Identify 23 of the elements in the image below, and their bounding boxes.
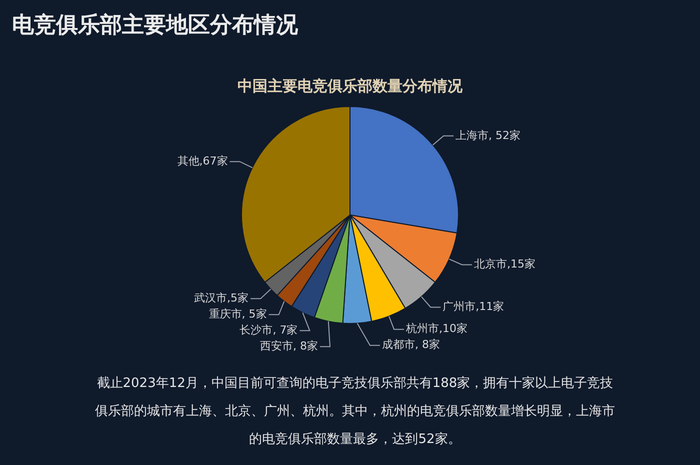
slice-label: 成都市	[382, 338, 415, 352]
slice-label: 北京市	[474, 258, 507, 271]
data-label: ,67家	[199, 154, 228, 168]
slice-label: 武汉市	[194, 292, 228, 305]
slice-label: 杭州市	[405, 322, 440, 336]
data-label: ,10家	[439, 322, 468, 336]
slice-label: 广州市	[442, 300, 476, 314]
slice-label: 其他	[177, 154, 200, 168]
data-label: , 8家	[293, 340, 318, 353]
chart-subtitle: 中国主要电竞俱乐部数量分布情况	[238, 76, 464, 95]
data-label: , 7家	[272, 324, 298, 337]
slice-label: 长沙市	[240, 324, 273, 337]
text: 截止2023年12月，中国目前可查询的电子竞技俱乐部共有188家，拥有十家以上电子竞技俱乐部的城市有上海、北京、广州、杭州。其中，杭州的电竞俱乐部数量增长明显，上海市的电竞俱乐部数量最多，达到52家。	[95, 375, 615, 449]
slice-label: 重庆市	[208, 308, 242, 321]
data-label: , 52家	[488, 128, 521, 142]
data-label: ,15家	[506, 258, 536, 271]
data-label: , 8家	[415, 338, 440, 352]
data-label: ,5家	[227, 292, 249, 305]
data-label: ,11家	[476, 300, 504, 314]
slice-label: 西安市	[260, 340, 294, 353]
chart-title: 电竞俱乐部主要地区分布情况	[12, 12, 298, 40]
slice-label: 上海市	[456, 128, 489, 142]
data-label: , 5家	[242, 308, 267, 321]
